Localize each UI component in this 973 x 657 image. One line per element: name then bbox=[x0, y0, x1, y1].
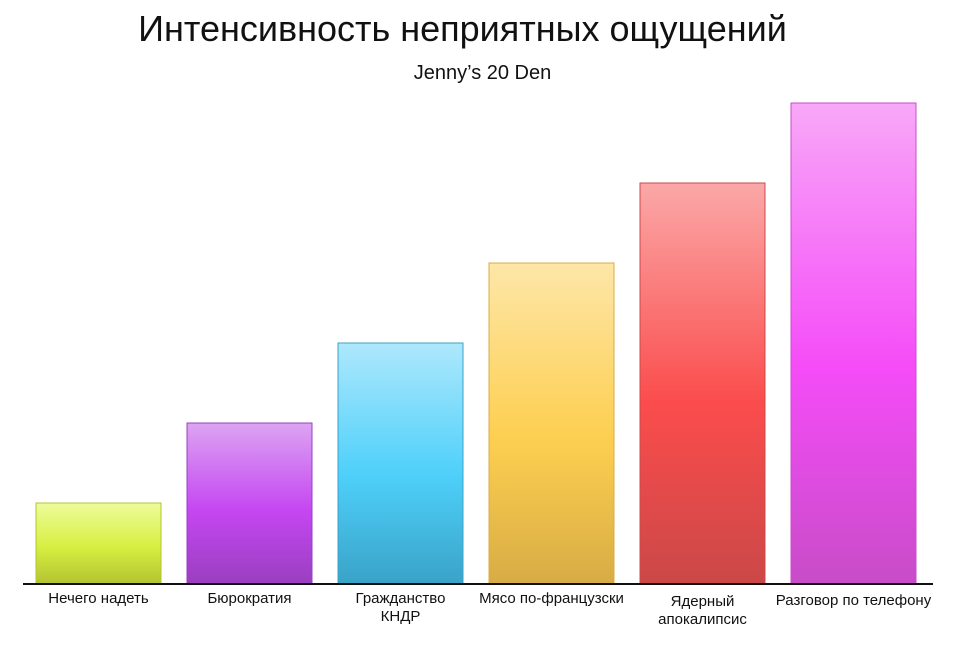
bar-3 bbox=[337, 342, 464, 584]
chart-title: Интенсивность неприятных ощущений bbox=[138, 8, 787, 49]
x-tick-label: Ядерный апокалипсис bbox=[658, 593, 747, 628]
x-tick-label: Мясо по-французски bbox=[479, 590, 624, 607]
bar-2 bbox=[186, 422, 313, 584]
x-tick-label: Нечего надеть bbox=[48, 590, 149, 607]
x-tick-label: Разговор по телефону bbox=[775, 592, 932, 609]
bar-6 bbox=[790, 102, 917, 584]
x-tick-label: Гражданство КНДР bbox=[355, 590, 446, 625]
x-tick-label: Бюрократия bbox=[207, 590, 292, 607]
chart-subtitle: Jenny’s 20 Den bbox=[413, 62, 552, 84]
bar-4 bbox=[488, 262, 615, 584]
bar-5 bbox=[639, 182, 766, 584]
bar-1 bbox=[35, 502, 162, 584]
